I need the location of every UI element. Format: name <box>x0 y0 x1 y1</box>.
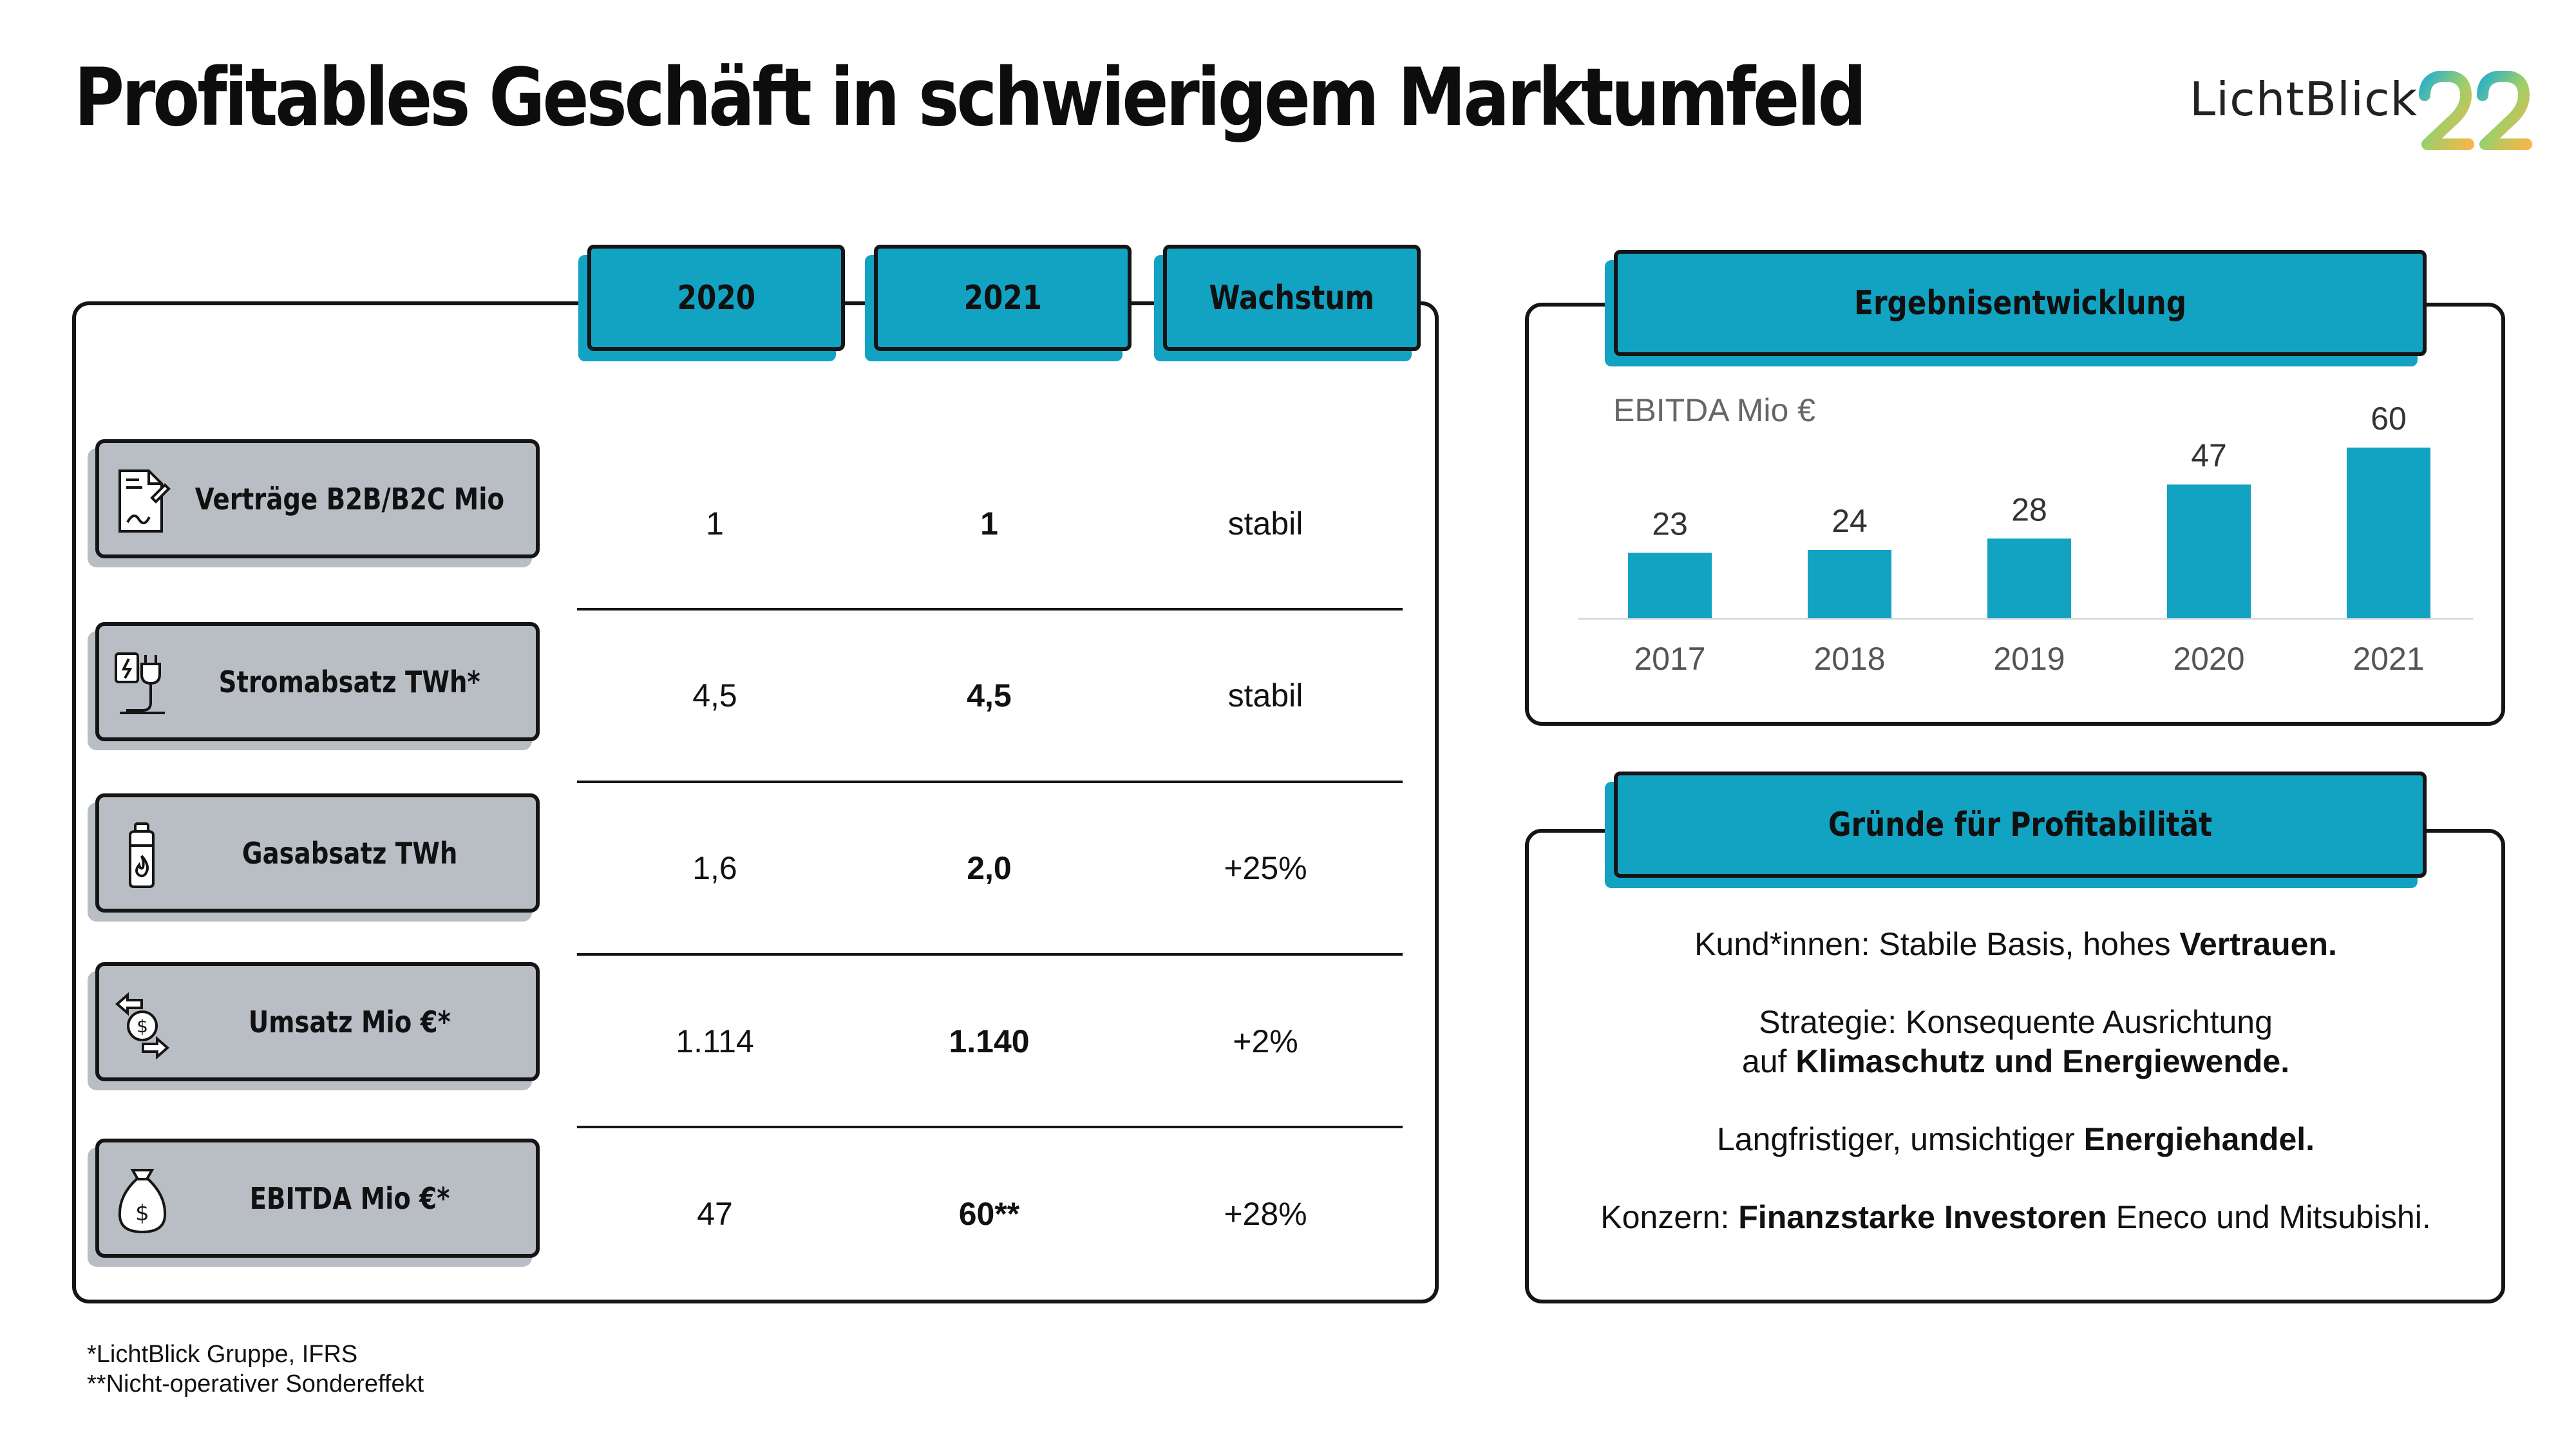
bar-2017 <box>1628 553 1712 618</box>
x-tick-2021: 2021 <box>2353 641 2424 677</box>
ebitda-chart-panel <box>1525 303 2505 726</box>
gas-bottle-icon <box>129 822 155 888</box>
cell-ebitda-growth: +28% <box>1224 1196 1307 1232</box>
x-tick-2020: 2020 <box>2173 641 2244 677</box>
column-header-2020: 2020 <box>587 245 845 351</box>
reason-trading: Langfristiger, umsichtiger Energiehandel… <box>1716 1121 2315 1157</box>
cell-revenue-2021: 1.140 <box>949 1023 1030 1059</box>
cell-revenue-2020: 1.114 <box>676 1023 754 1059</box>
reason-group: Konzern: Finanzstarke Investoren Eneco u… <box>1600 1199 2431 1235</box>
column-header-2021: 2021 <box>874 245 1132 351</box>
svg-text:$: $ <box>137 1016 148 1037</box>
x-tick-2019: 2019 <box>1993 641 2065 677</box>
reasons-text: Kund*innen: Stabile Basis, hohes Vertrau… <box>1533 925 2499 1276</box>
row-label-text: Verträge B2B/B2C Mio <box>194 481 505 516</box>
cell-gas-2020: 1,6 <box>692 850 737 886</box>
row-label-text: EBITDA Mio €* <box>249 1180 450 1216</box>
cell-contracts-growth: stabil <box>1227 506 1303 542</box>
footnote-2: **Nicht-operativer Sondereffekt <box>87 1370 424 1397</box>
row-label-text: Gasabsatz TWh <box>242 835 458 871</box>
logo-wordmark: LichtBlick <box>2190 72 2418 126</box>
row-divider <box>577 953 1403 956</box>
page-title: Profitables Geschäft in schwierigem Mark… <box>74 52 1867 144</box>
data-label-2021: 60 <box>2371 401 2407 437</box>
data-label-2017: 23 <box>1652 506 1688 542</box>
row-label-text: Stromabsatz TWh* <box>218 664 481 699</box>
row-label-contracts: Verträge B2B/B2C Mio <box>95 439 540 558</box>
reason-customers: Kund*innen: Stabile Basis, hohes Vertrau… <box>1694 926 2337 962</box>
reasons-panel-heading: Gründe für Profitabilität <box>1614 772 2427 878</box>
x-tick-2017: 2017 <box>1634 641 1705 677</box>
contract-icon <box>118 469 171 533</box>
power-plug-icon <box>115 652 165 714</box>
data-label-2020: 47 <box>2191 437 2227 473</box>
footnote-1: *LichtBlick Gruppe, IFRS <box>87 1341 358 1368</box>
bar-2019 <box>1987 538 2071 618</box>
chart-ylabel: EBITDA Mio € <box>1613 392 1815 428</box>
lichtblick-logo: LichtBlick <box>2190 64 2537 161</box>
row-label-revenue: $ Umsatz Mio €* <box>95 962 540 1081</box>
row-label-ebitda: $ EBITDA Mio €* <box>95 1139 540 1258</box>
row-label-gas: Gasabsatz TWh <box>95 793 540 913</box>
ebitda-bar-chart: 23 2017 24 2018 28 2019 47 2020 60 2021 <box>1578 401 2473 677</box>
cell-power-2020: 4,5 <box>692 677 737 714</box>
row-label-text: Umsatz Mio €* <box>249 1004 451 1039</box>
bar-2021 <box>2347 448 2430 618</box>
cell-gas-growth: +25% <box>1224 850 1307 886</box>
bar-2020 <box>2167 484 2251 618</box>
row-divider <box>577 608 1403 611</box>
column-header-growth: Wachstum <box>1163 245 1421 351</box>
cell-power-growth: stabil <box>1227 677 1303 714</box>
row-divider <box>577 1126 1403 1128</box>
cell-ebitda-2021: 60** <box>958 1196 1020 1232</box>
x-tick-2018: 2018 <box>1814 641 1885 677</box>
row-divider <box>577 781 1403 783</box>
cell-gas-2021: 2,0 <box>967 850 1012 886</box>
money-exchange-icon: $ <box>115 992 170 1059</box>
reason-strategy: Strategie: Konsequente Ausrichtung auf Kl… <box>1741 1004 2290 1079</box>
row-label-power: Stromabsatz TWh* <box>95 622 540 741</box>
svg-text:$: $ <box>135 1200 149 1226</box>
money-bag-icon: $ <box>118 1169 167 1234</box>
bar-2018 <box>1808 550 1891 618</box>
cell-power-2021: 4,5 <box>967 677 1012 714</box>
cell-contracts-2021: 1 <box>980 506 998 542</box>
cell-ebitda-2020: 47 <box>697 1196 733 1232</box>
data-label-2019: 28 <box>2011 491 2047 527</box>
chart-panel-heading: Ergebnisentwicklung <box>1614 250 2427 356</box>
cell-revenue-growth: +2% <box>1233 1023 1298 1059</box>
data-label-2018: 24 <box>1832 503 1868 539</box>
cell-contracts-2020: 1 <box>706 506 724 542</box>
logo-22-graphic <box>2419 71 2532 150</box>
